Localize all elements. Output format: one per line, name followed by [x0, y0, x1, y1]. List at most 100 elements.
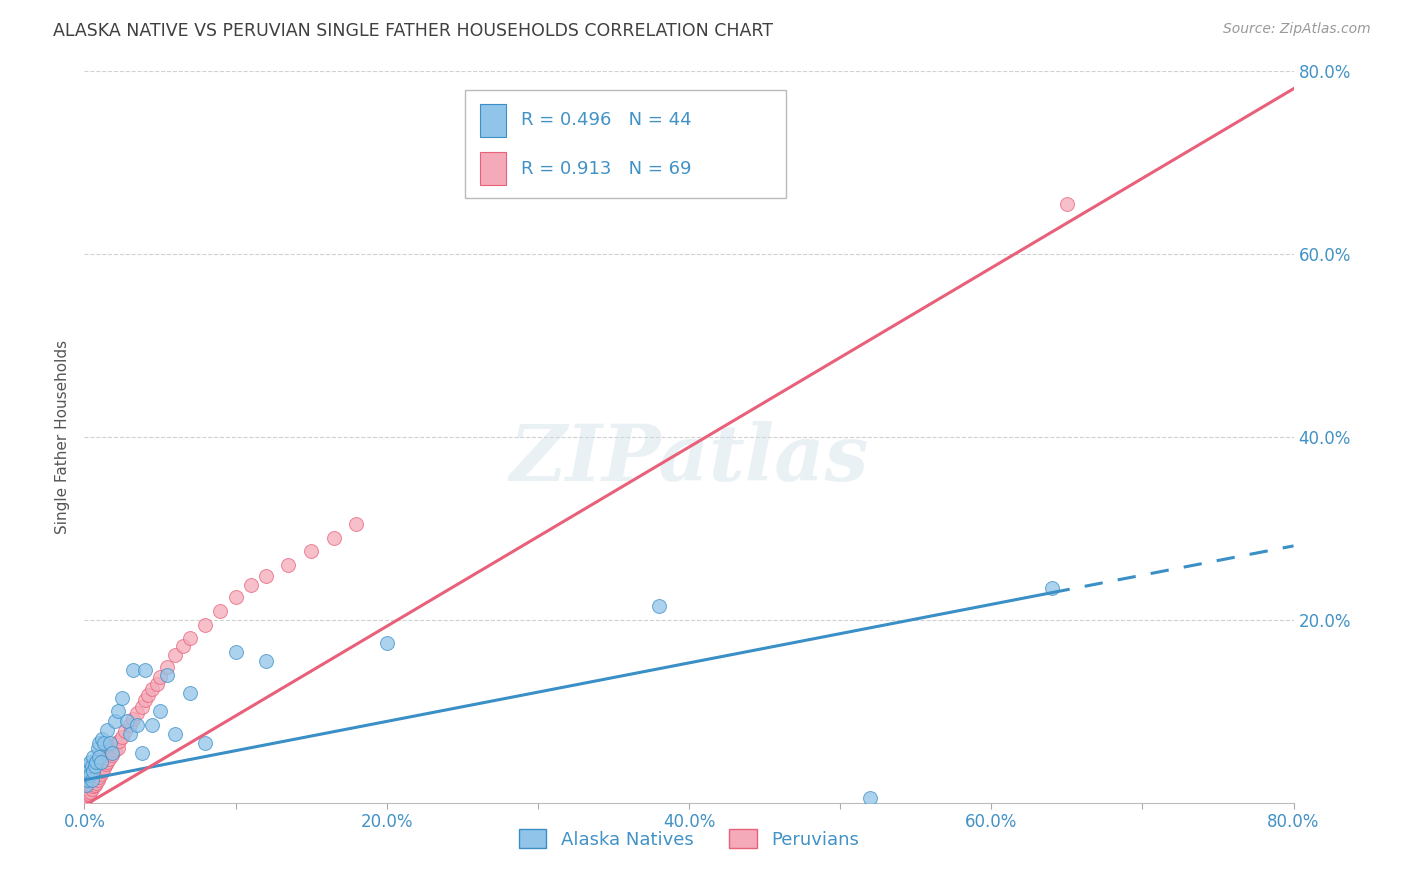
- Point: [100, 748, 122, 763]
- Point: [121, 712, 143, 726]
- Point: [91, 755, 114, 769]
- Point: [87, 740, 110, 755]
- Point: [648, 599, 671, 614]
- Point: [118, 727, 141, 741]
- Point: [93, 736, 115, 750]
- Point: [149, 705, 172, 719]
- Point: [299, 544, 322, 558]
- Point: [277, 558, 299, 573]
- Point: [89, 750, 111, 764]
- Point: [114, 724, 136, 739]
- Point: [100, 746, 122, 760]
- Point: [172, 639, 194, 653]
- Point: [225, 590, 247, 604]
- Point: [127, 706, 149, 721]
- Point: [101, 739, 124, 753]
- Point: [80, 775, 103, 789]
- Point: [86, 775, 108, 789]
- Text: Source: ZipAtlas.com: Source: ZipAtlas.com: [1223, 22, 1371, 37]
- Point: [77, 764, 100, 778]
- Text: ZIPatlas: ZIPatlas: [509, 421, 869, 497]
- Point: [89, 770, 111, 784]
- Bar: [479, 153, 506, 186]
- FancyBboxPatch shape: [465, 90, 786, 198]
- Point: [84, 778, 107, 792]
- Point: [108, 733, 131, 747]
- Point: [156, 667, 179, 681]
- Point: [121, 663, 143, 677]
- Point: [82, 772, 104, 787]
- Point: [89, 736, 111, 750]
- Point: [75, 778, 97, 792]
- Point: [77, 782, 100, 797]
- Point: [93, 752, 115, 766]
- Point: [84, 764, 107, 778]
- Point: [82, 764, 104, 778]
- Point: [79, 785, 101, 799]
- Point: [179, 632, 201, 646]
- Point: [87, 764, 110, 778]
- Point: [165, 727, 187, 741]
- Point: [105, 736, 128, 750]
- Point: [76, 789, 98, 803]
- Point: [131, 746, 153, 760]
- Point: [77, 768, 100, 782]
- Point: [77, 787, 100, 801]
- Point: [79, 772, 101, 787]
- Point: [80, 759, 103, 773]
- Point: [194, 617, 217, 632]
- Point: [111, 690, 134, 705]
- Point: [76, 785, 98, 799]
- Point: [131, 699, 153, 714]
- Point: [79, 780, 101, 794]
- Text: R = 0.913   N = 69: R = 0.913 N = 69: [520, 160, 692, 178]
- Point: [254, 654, 277, 668]
- Point: [82, 750, 104, 764]
- Point: [859, 791, 882, 805]
- Point: [76, 759, 98, 773]
- Point: [96, 748, 118, 763]
- Point: [111, 730, 134, 744]
- Point: [89, 761, 111, 775]
- Point: [94, 757, 117, 772]
- Point: [75, 791, 97, 805]
- Point: [104, 743, 127, 757]
- Point: [165, 648, 187, 662]
- Point: [146, 677, 169, 691]
- Point: [322, 531, 344, 545]
- Text: R = 0.496   N = 44: R = 0.496 N = 44: [520, 112, 692, 129]
- Point: [118, 718, 141, 732]
- Point: [77, 778, 100, 792]
- Point: [80, 782, 103, 797]
- Point: [134, 693, 156, 707]
- Point: [80, 772, 103, 787]
- Point: [96, 755, 118, 769]
- Point: [90, 755, 112, 769]
- Point: [98, 736, 121, 750]
- Point: [82, 766, 104, 780]
- Point: [76, 780, 98, 794]
- Point: [375, 636, 398, 650]
- Point: [134, 663, 156, 677]
- Point: [141, 718, 163, 732]
- Y-axis label: Single Father Households: Single Father Households: [55, 340, 70, 534]
- Point: [254, 569, 277, 583]
- Point: [79, 768, 101, 782]
- Point: [79, 755, 101, 769]
- Point: [156, 660, 179, 674]
- Point: [93, 761, 115, 775]
- Point: [98, 743, 121, 757]
- Point: [136, 688, 159, 702]
- Point: [90, 766, 112, 780]
- Point: [90, 757, 112, 772]
- Point: [141, 681, 163, 696]
- Point: [179, 686, 201, 700]
- Point: [115, 714, 138, 728]
- Text: ALASKA NATIVE VS PERUVIAN SINGLE FATHER HOUSEHOLDS CORRELATION CHART: ALASKA NATIVE VS PERUVIAN SINGLE FATHER …: [53, 22, 773, 40]
- Point: [87, 772, 110, 787]
- Point: [84, 759, 107, 773]
- Point: [346, 516, 368, 531]
- Point: [194, 736, 217, 750]
- Point: [104, 714, 127, 728]
- Point: [91, 731, 114, 746]
